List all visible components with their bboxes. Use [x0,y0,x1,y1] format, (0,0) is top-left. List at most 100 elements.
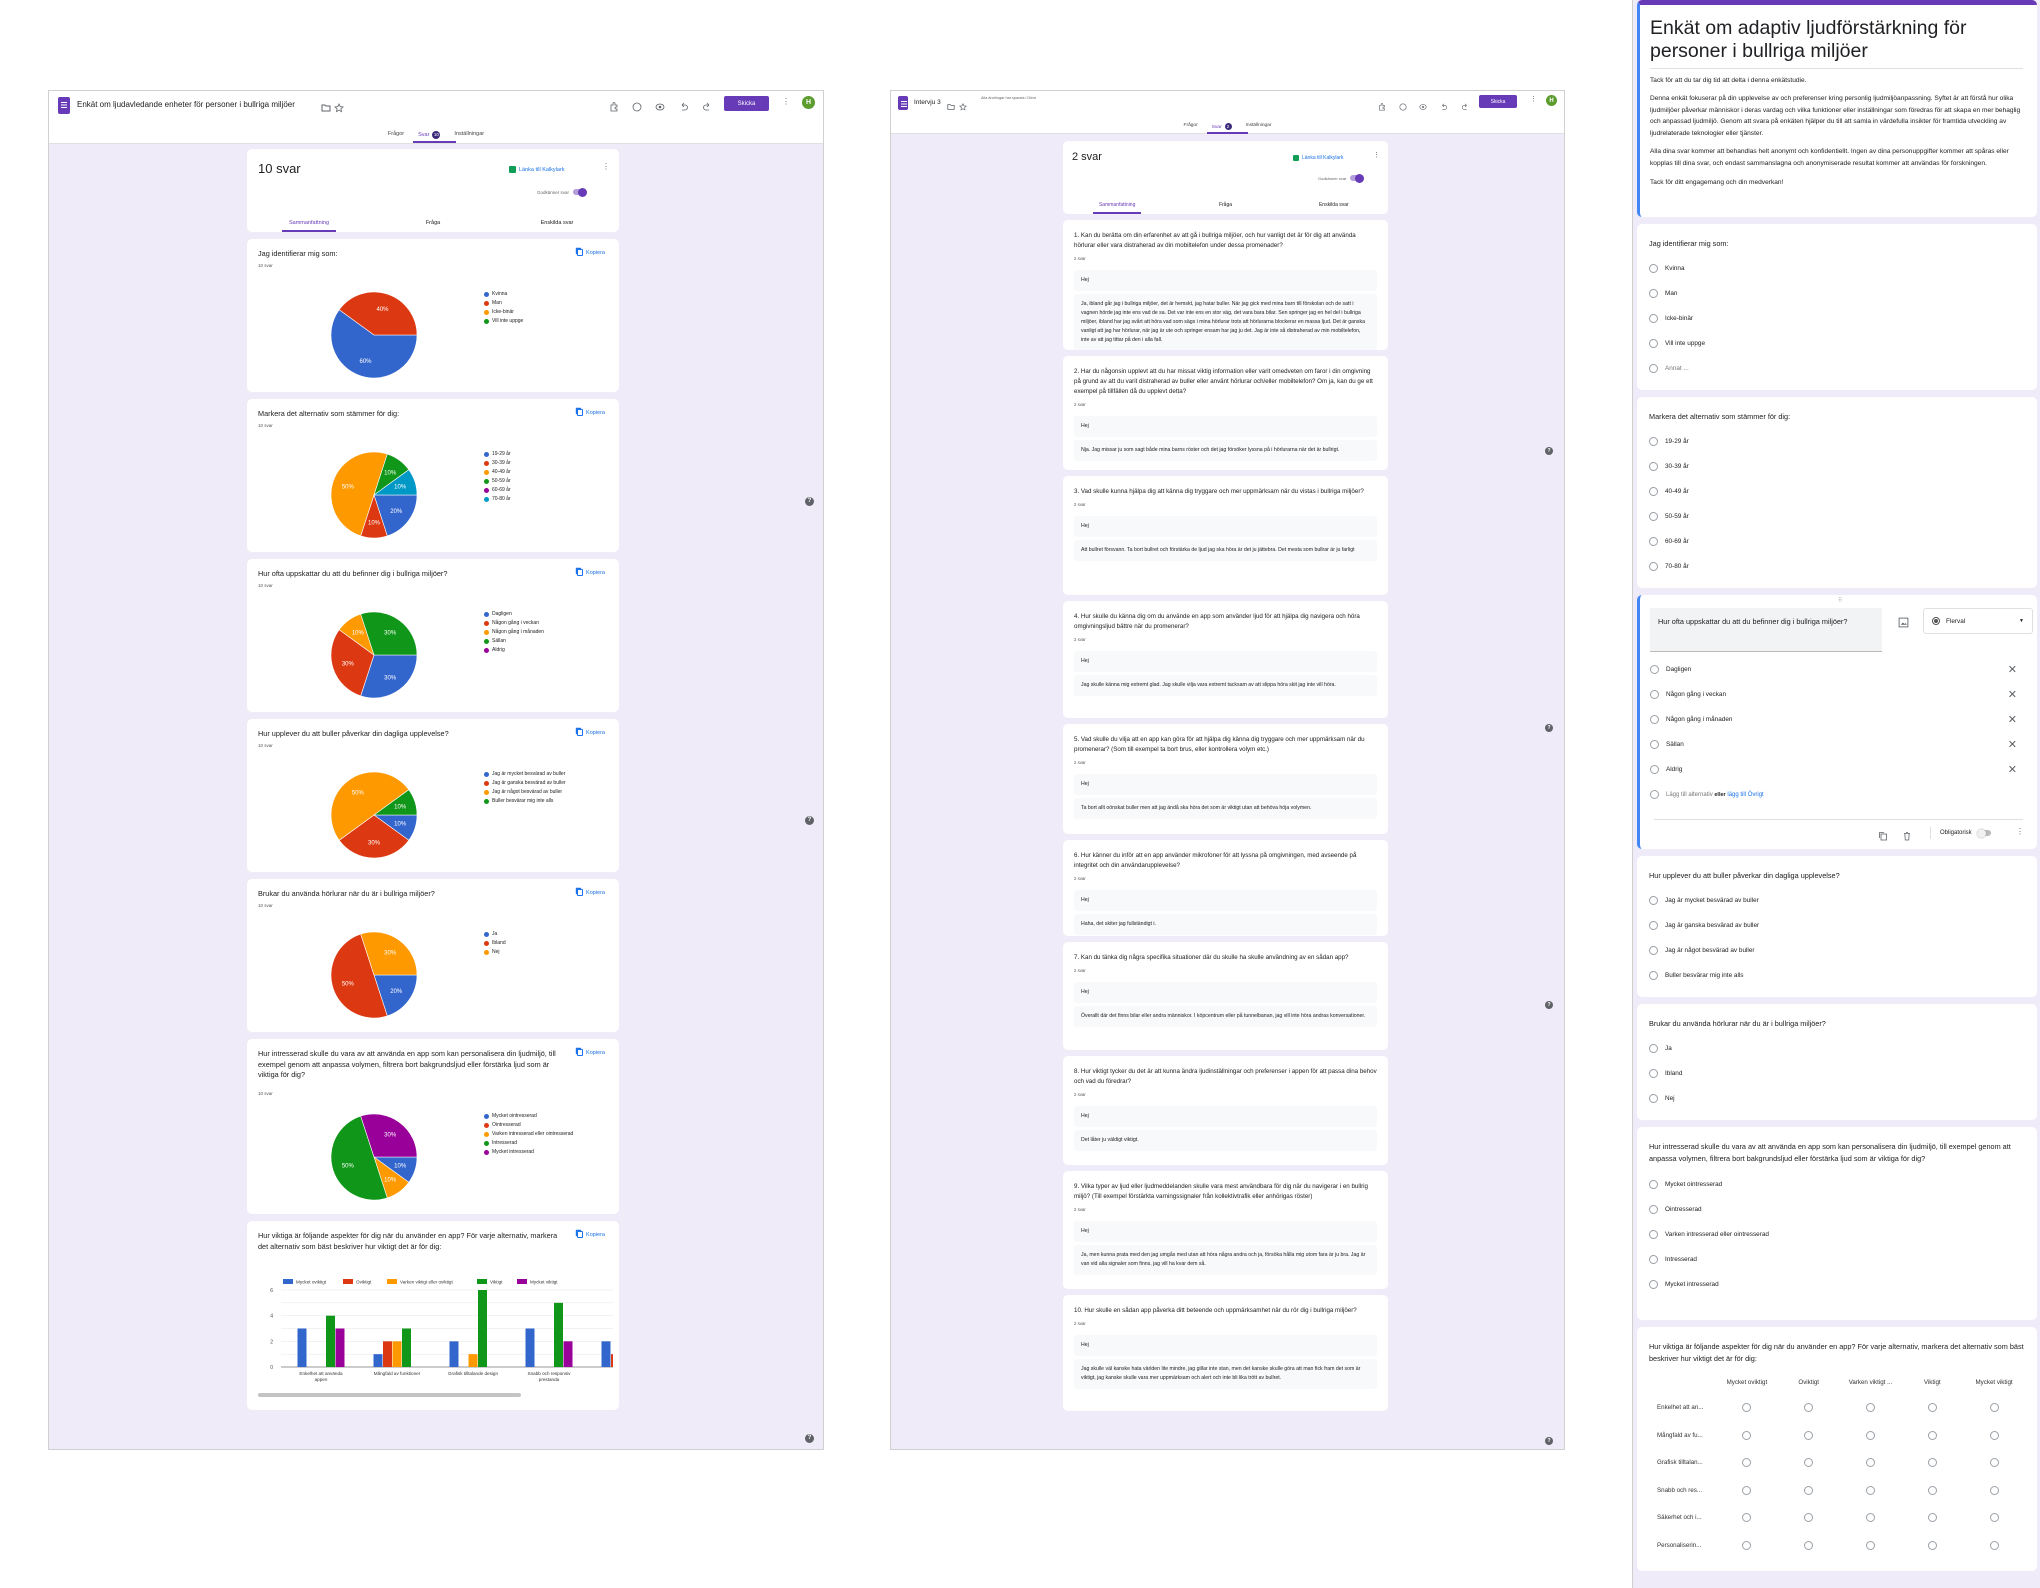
horizontal-scrollbar[interactable] [258,1393,521,1397]
bar[interactable] [392,1341,402,1367]
grid-radio[interactable] [1865,1513,1875,1523]
grid-radio[interactable] [1742,1403,1752,1413]
help-icon[interactable]: ? [805,497,814,506]
drag-handle-icon[interactable]: ⠿ [1838,598,1843,604]
add-option-button[interactable]: Lägg till alternativ [1666,791,1713,798]
radio-option[interactable]: Vill inte uppge [1649,331,2025,356]
radio-option[interactable]: Aldrig ✕ [1650,757,2037,782]
grid-radio[interactable] [1804,1485,1814,1495]
bar[interactable] [335,1328,345,1368]
grid-radio[interactable] [1865,1403,1875,1413]
radio-option[interactable]: Intresserad [1649,1247,2025,1272]
option-label[interactable]: Någon gång i veckan [1666,691,1727,698]
form-title[interactable]: Enkät om ljudavledande enheter för perso… [77,100,295,109]
redo-icon[interactable] [1461,98,1469,110]
question-card[interactable]: Brukar du använda hörlurar när du är i b… [1637,1004,2037,1120]
bar[interactable] [563,1341,573,1367]
form-title[interactable]: Enkät om adaptiv ljudförstärkning för pe… [1650,17,2023,69]
tab-responses[interactable]: Svar 2 [1206,123,1248,134]
tab-settings[interactable]: Inställningar [452,131,486,143]
accepting-toggle[interactable] [1350,173,1365,183]
link-sheets-button[interactable]: Länka till Kalkylark [1293,155,1343,161]
grid-radio[interactable] [1804,1430,1814,1440]
remove-option-icon[interactable]: ✕ [2007,714,2017,726]
pie-slice[interactable] [360,611,418,656]
redo-icon[interactable] [702,99,712,111]
remove-option-icon[interactable]: ✕ [2007,739,2017,751]
grid-radio[interactable] [1989,1485,1999,1495]
grid-radio[interactable] [1989,1430,1999,1440]
copy-chart-button[interactable]: Kopiera [577,1231,605,1238]
pie-slice[interactable] [360,654,418,699]
radio-option[interactable]: 50-59 år [1649,504,2025,529]
pie-slice[interactable] [330,771,410,841]
option-label[interactable]: Sällan [1666,741,1684,748]
avatar[interactable]: H [802,96,815,109]
radio-option[interactable]: Jag är något besvärad av buller [1649,938,2025,963]
folder-icon[interactable] [321,100,331,112]
radio-option[interactable]: Ointresserad [1649,1197,2025,1222]
pie-slice[interactable] [360,931,418,976]
radio-option[interactable]: Dagligen ✕ [1650,657,2037,682]
addon-icon[interactable] [609,99,619,112]
form-title[interactable]: Intervju 3 [914,99,941,106]
radio-option[interactable]: Ja [1649,1036,2025,1061]
radio-option[interactable]: Mycket intresserad [1649,1272,2025,1297]
more-options-icon[interactable]: ⋮ [1373,152,1380,159]
send-button[interactable]: Skicka [724,96,769,111]
bar[interactable] [478,1290,487,1367]
star-icon[interactable] [334,100,344,113]
question-type-dropdown[interactable]: Flerval ▼ [1923,608,2033,634]
copy-chart-button[interactable]: Kopiera [577,569,605,576]
radio-option[interactable]: Mycket ointresserad [1649,1172,2025,1197]
preview-eye-icon[interactable] [655,99,665,111]
pie-slice[interactable] [373,494,418,537]
palette-icon[interactable] [632,99,642,112]
remove-option-icon[interactable]: ✕ [2007,689,2017,701]
pie-slice[interactable] [360,1113,418,1158]
bar[interactable] [297,1328,307,1368]
tab-question[interactable]: Fråga [1218,202,1233,208]
preview-eye-icon[interactable] [1419,98,1427,110]
pie-slice[interactable] [330,1115,388,1201]
pie-slice[interactable] [338,814,410,859]
radio-option[interactable]: Någon gång i veckan ✕ [1650,682,2037,707]
question-card[interactable]: Jag identifierar mig som: Kvinna Man Icke-b… [1637,224,2037,390]
palette-icon[interactable] [1399,98,1407,111]
tab-questions[interactable]: Frågor [1182,123,1200,134]
radio-option[interactable]: Sällan ✕ [1650,732,2037,757]
grid-radio[interactable] [1742,1485,1752,1495]
grid-radio[interactable] [1804,1540,1814,1550]
tab-summary[interactable]: Sammanfattning [1063,202,1171,214]
pie-slice[interactable] [330,309,418,379]
tab-questions[interactable]: Frågor [386,131,406,143]
grid-radio[interactable] [1927,1513,1937,1523]
radio-option[interactable]: Jag är mycket besvärad av buller [1649,888,2025,913]
pie-slice[interactable] [330,629,375,697]
bar[interactable] [525,1328,535,1368]
help-icon[interactable]: ? [1545,724,1553,732]
help-icon[interactable]: ? [805,1434,814,1443]
bar[interactable] [468,1354,478,1367]
add-image-icon[interactable] [1898,615,1909,628]
radio-option[interactable]: Buller besvärar mig inte alls [1649,963,2025,988]
help-icon[interactable]: ? [1545,1001,1553,1009]
copy-chart-button[interactable]: Kopiera [577,249,605,256]
delete-icon[interactable] [1902,828,1912,841]
radio-option-other[interactable]: Annat ... [1649,356,2025,381]
radio-option[interactable]: Kvinna [1649,256,2025,281]
tab-question[interactable]: Fråga [425,220,441,226]
pie-slice[interactable] [373,974,418,1017]
grid-radio[interactable] [1989,1540,1999,1550]
grid-radio[interactable] [1865,1485,1875,1495]
more-options-icon[interactable]: ⋮ [2016,827,2024,836]
copy-chart-button[interactable]: Kopiera [577,1049,605,1056]
star-icon[interactable] [959,98,967,111]
option-label[interactable]: Någon gång i månaden [1666,716,1733,723]
more-options-icon[interactable]: ⋮ [602,162,610,171]
bar[interactable] [449,1341,459,1367]
bar[interactable] [373,1354,383,1367]
grid-radio[interactable] [1865,1458,1875,1468]
help-icon[interactable]: ? [805,816,814,825]
pie-slice[interactable] [330,451,388,537]
